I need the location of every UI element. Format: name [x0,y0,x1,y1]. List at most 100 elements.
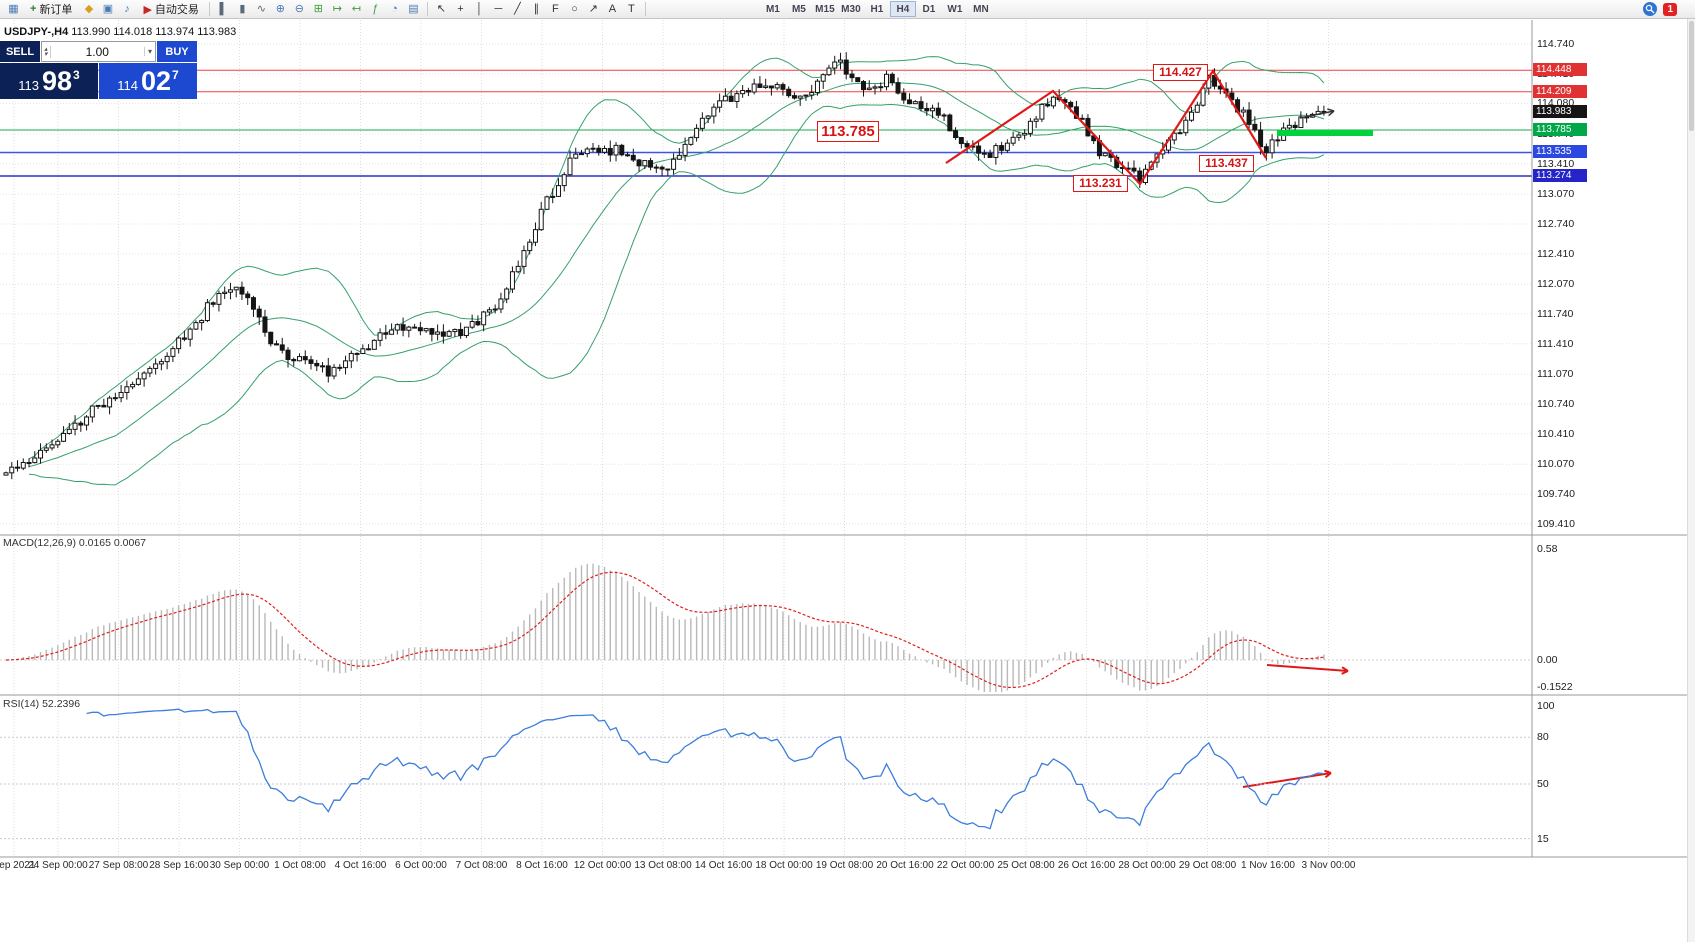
candle-body [504,288,510,300]
new-order-label: 新订单 [39,4,73,16]
crosshair-icon[interactable]: + [457,3,464,15]
scrollbar-thumb[interactable] [1689,21,1694,131]
volume-stepper[interactable]: ▴ ▾ [42,45,51,58]
candle-body [1183,119,1189,134]
templates-icon[interactable]: ▤ [408,3,419,15]
volume-control[interactable]: ▴ ▾ 1.00 ▾ [41,41,156,62]
timeframe-MN[interactable]: MN [973,4,989,15]
annotation-113.231[interactable]: 113.231 [1073,175,1128,192]
candle-body [544,196,550,210]
candle-body [791,95,797,99]
sell-button[interactable]: SELL [0,41,40,62]
candle-body [538,208,544,231]
candle-body [458,328,464,337]
vertical-scrollbar[interactable] [1687,19,1695,942]
timeframe-M30[interactable]: M30 [841,4,861,15]
candle-body [475,321,481,326]
candle-body [573,153,579,159]
timeframe-M15[interactable]: M15 [815,4,835,15]
text-icon[interactable]: A [608,3,617,15]
indicators-icon[interactable]: ƒ [372,3,379,15]
vertical-line-icon[interactable]: │ [475,3,483,15]
stepper-down-icon[interactable]: ▾ [44,50,48,58]
toolbar-separator [426,2,428,16]
zoom-in-icon[interactable]: ⊕ [275,3,286,15]
autotrade-button[interactable]: ▶ 自动交易 [137,1,204,18]
candle-body [682,143,688,156]
favorites-icon[interactable]: ◆ [84,3,94,15]
candle-body [981,152,987,155]
candle-body [204,302,210,322]
timeframe-D1[interactable]: D1 [922,4,936,15]
candle-body [872,86,878,89]
sell-price[interactable]: 113 98 3 [0,63,98,99]
candle-body [147,367,153,374]
candle-body [930,107,936,112]
macd-indicator-label: MACD(12,26,9) 0.0165 0.0067 [3,537,147,549]
auto-scroll-icon[interactable]: ↦ [332,3,343,15]
periods-icon[interactable]: ◔ [391,3,398,15]
candle-body [429,328,435,335]
zoom-out-icon[interactable]: ⊖ [294,3,305,15]
candle-body [1200,87,1206,106]
candle-body [279,344,285,351]
candle-body [676,154,682,160]
bar-chart-icon[interactable]: ▌ [219,3,228,15]
candle-body [440,331,446,337]
candle-body [1229,92,1235,101]
new-order-button[interactable]: + 新订单 [24,1,78,18]
annotation-114.427[interactable]: 114.427 [1153,64,1208,81]
chart-shift-icon[interactable]: ↤ [351,3,362,15]
candle-body [619,144,625,156]
line-chart-icon[interactable]: ∿ [256,3,267,15]
volume-dropdown-icon[interactable]: ▾ [143,47,155,56]
candle-body [884,73,890,88]
candle-body [786,88,792,97]
shapes-icon[interactable]: ○ [571,3,578,15]
candle-body [291,358,297,362]
candle-body [820,74,826,82]
buy-price[interactable]: 114 02 7 [99,63,197,99]
annotation-113.785[interactable]: 113.785 [817,121,879,142]
volume-value[interactable]: 1.00 [85,44,109,59]
candle-body [602,147,608,153]
profiles-icon[interactable]: ▣ [102,3,114,15]
timeframe-M1[interactable]: M1 [765,4,780,15]
channel-icon[interactable]: ∥ [533,3,540,15]
timeframe-M5[interactable]: M5 [791,4,806,15]
trendline-icon[interactable]: ╱ [514,3,521,15]
alerts-sound-icon[interactable]: ♪ [124,3,130,15]
candle-body [855,77,861,83]
candle-body [866,87,872,91]
tile-windows-icon[interactable]: ⊞ [313,3,324,15]
candle-body [124,386,130,393]
cursor-icon[interactable]: ↖ [436,3,447,15]
timeframe-H1[interactable]: H1 [870,4,884,15]
search-icon[interactable] [1643,2,1658,16]
candle-body [1269,139,1275,154]
arrows-icon[interactable]: ↗ [588,3,599,15]
candle-body [43,447,49,451]
candle-body [262,316,268,333]
stepper-up-icon[interactable]: ▴ [44,45,48,53]
candle-body [354,352,360,355]
text-label-icon[interactable]: T [628,3,635,15]
timeframe-W1[interactable]: W1 [947,4,963,15]
timeframe-H4[interactable]: H4 [889,1,916,17]
buy-button[interactable]: BUY [157,41,197,62]
candle-body [630,154,636,161]
candle-body [688,137,694,145]
fibonacci-icon[interactable]: F [552,3,559,15]
candle-body [832,61,838,69]
candle-body [809,92,815,96]
annotation-113.437[interactable]: 113.437 [1199,155,1254,172]
horizontal-line-icon[interactable]: ─ [494,3,503,15]
candle-body [826,67,832,76]
candle-body [256,308,262,318]
candlestick-chart-icon[interactable]: ▮ [239,3,246,15]
notification-badge[interactable]: 1 [1663,2,1677,16]
candle-body [394,324,400,331]
one-click-trade-panel: SELL ▴ ▾ 1.00 ▾ BUY 113 98 3 114 02 7 [0,41,197,99]
